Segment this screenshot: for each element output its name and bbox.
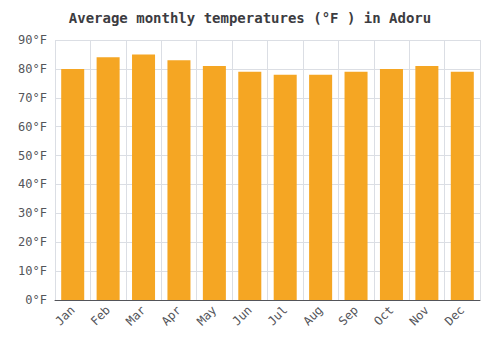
- svg-text:20°F: 20°F: [18, 235, 47, 249]
- svg-text:Jan: Jan: [52, 303, 77, 328]
- svg-text:90°F: 90°F: [18, 33, 47, 47]
- svg-text:Average monthly temperatures (: Average monthly temperatures (°F ) in Ad…: [69, 10, 431, 26]
- svg-text:Apr: Apr: [159, 303, 184, 328]
- svg-text:80°F: 80°F: [18, 62, 47, 76]
- svg-text:Feb: Feb: [88, 303, 113, 328]
- svg-text:Jul: Jul: [265, 303, 290, 328]
- svg-text:Dec: Dec: [442, 303, 467, 328]
- svg-text:Sep: Sep: [336, 303, 361, 328]
- svg-text:Oct: Oct: [371, 303, 396, 328]
- svg-text:Aug: Aug: [300, 303, 325, 328]
- svg-text:40°F: 40°F: [18, 177, 47, 191]
- svg-text:60°F: 60°F: [18, 120, 47, 134]
- svg-text:50°F: 50°F: [18, 149, 47, 163]
- svg-text:70°F: 70°F: [18, 91, 47, 105]
- svg-text:0°F: 0°F: [25, 293, 47, 307]
- svg-text:Jun: Jun: [230, 303, 255, 328]
- svg-text:May: May: [194, 303, 219, 328]
- svg-text:Nov: Nov: [407, 303, 432, 328]
- svg-text:Mar: Mar: [123, 303, 148, 328]
- svg-text:30°F: 30°F: [18, 206, 47, 220]
- svg-text:10°F: 10°F: [18, 264, 47, 278]
